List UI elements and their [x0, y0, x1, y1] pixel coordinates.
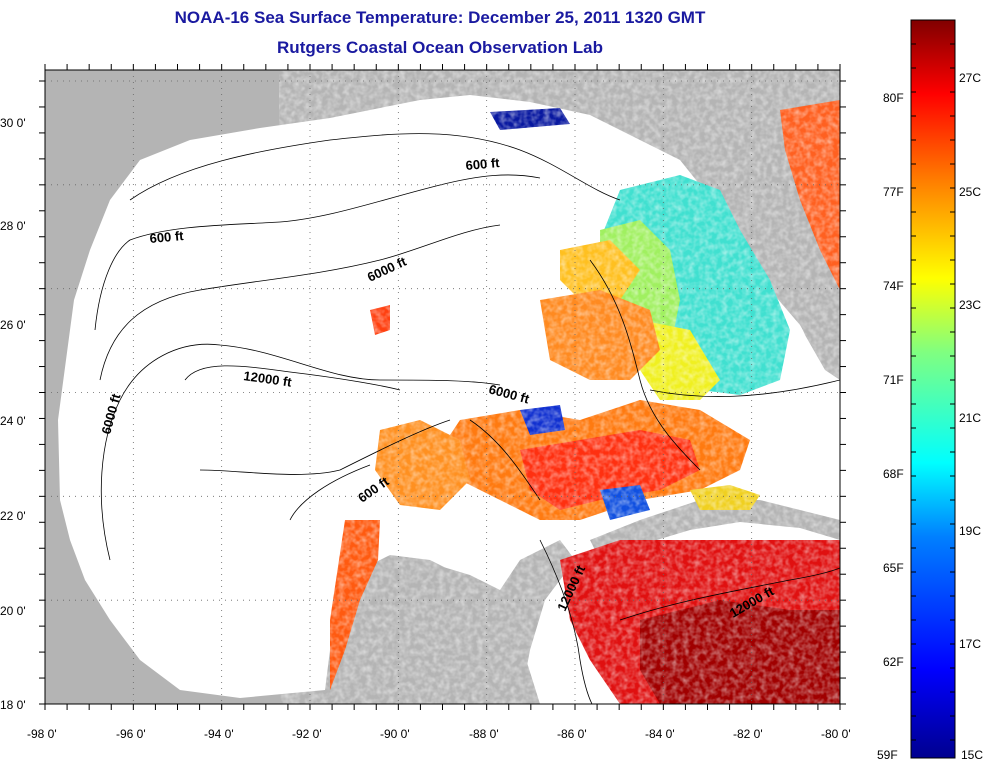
latitude-labels: 18 0' 20 0' 22 0' 24 0' 26 0' 28 0' 30 0… — [0, 116, 26, 712]
lat-label: 28 0' — [0, 219, 26, 233]
lon-label: -82 0' — [733, 727, 763, 741]
graticule — [45, 70, 840, 704]
colorbar-f-label: 62F — [883, 655, 904, 669]
map-title: NOAA-16 Sea Surface Temperature: Decembe… — [174, 8, 706, 27]
colorbar-f-label: 59F — [877, 748, 898, 762]
colorbar — [910, 19, 956, 759]
lat-label: 18 0' — [0, 698, 26, 712]
lat-label: 20 0' — [0, 604, 26, 618]
colorbar-c-label: 25C — [959, 185, 982, 199]
colorbar-f-label: 74F — [883, 279, 904, 293]
cloud-speckle — [330, 100, 840, 704]
colorbar-c-label: 15C — [961, 748, 984, 762]
colorbar-c-label: 21C — [959, 411, 982, 425]
contour-label-600ft-a: 600 ft — [149, 228, 185, 246]
map-subtitle: Rutgers Coastal Ocean Observation Lab — [277, 38, 603, 57]
colorbar-c-label: 19C — [959, 524, 982, 538]
lat-label: 26 0' — [0, 318, 26, 332]
colorbar-f-label: 65F — [883, 561, 904, 575]
lat-label: 24 0' — [0, 414, 26, 428]
lon-label: -84 0' — [645, 727, 675, 741]
lon-label: -98 0' — [27, 727, 57, 741]
lon-label: -96 0' — [116, 727, 146, 741]
contour-label-12000ft-a: 12000 ft — [243, 368, 294, 390]
colorbar-c-label: 17C — [959, 637, 982, 651]
lon-label: -90 0' — [380, 727, 410, 741]
colorbar-f-label: 71F — [883, 373, 904, 387]
colorbar-ticks — [911, 19, 955, 741]
colorbar-f-label: 68F — [883, 467, 904, 481]
contour-label-600ft-b: 600 ft — [465, 155, 501, 173]
colorbar-f-label: 77F — [883, 185, 904, 199]
lon-label: -88 0' — [469, 727, 499, 741]
lon-label: -94 0' — [204, 727, 234, 741]
lon-label: -92 0' — [292, 727, 322, 741]
colorbar-c-label: 27C — [959, 71, 982, 85]
colorbar-f-label: 80F — [883, 91, 904, 105]
lat-label: 30 0' — [0, 116, 26, 130]
lon-label: -86 0' — [557, 727, 587, 741]
axis-ticks — [39, 64, 846, 710]
lat-label: 22 0' — [0, 509, 26, 523]
longitude-labels: -98 0' -96 0' -94 0' -92 0' -90 0' -88 0… — [27, 727, 851, 741]
bathymetry-contours — [94, 133, 840, 704]
lon-label: -80 0' — [821, 727, 851, 741]
colorbar-c-label: 23C — [959, 298, 982, 312]
